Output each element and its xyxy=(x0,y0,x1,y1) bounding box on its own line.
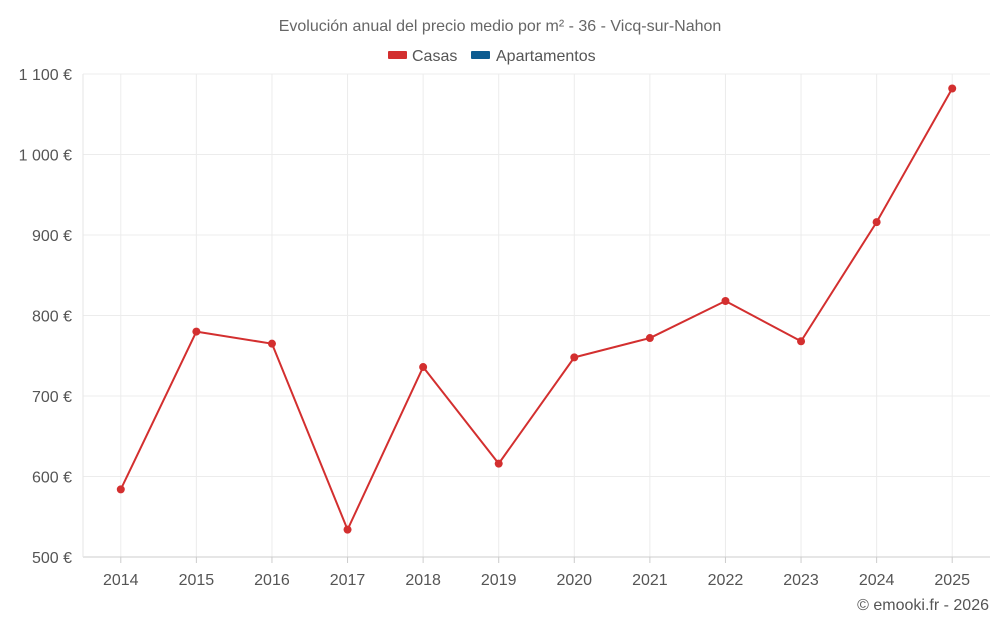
data-point-casas-2019 xyxy=(494,459,503,468)
legend: Casas Apartamentos xyxy=(388,48,596,65)
x-tick-label-2021: 2021 xyxy=(632,572,668,589)
legend-swatch-casas xyxy=(388,51,407,59)
y-tick-label-600: 600 € xyxy=(32,470,72,487)
x-tick-label-2018: 2018 xyxy=(405,572,441,589)
data-point-casas-2025 xyxy=(948,84,957,93)
axes: 500 € 600 € 700 € 800 € 900 € 1 000 € 1 100 € 2… xyxy=(19,67,990,589)
data-point-casas-2021 xyxy=(645,334,654,343)
x-tick-label-2024: 2024 xyxy=(859,572,895,589)
y-tick-label-700: 700 € xyxy=(32,389,72,406)
x-tick-label-2019: 2019 xyxy=(481,572,517,589)
x-tick-label-2014: 2014 xyxy=(103,572,139,589)
data-point-casas-2022 xyxy=(721,297,730,306)
legend-item-apartamentos[interactable]: Apartamentos xyxy=(471,48,596,65)
legend-label-casas: Casas xyxy=(412,48,457,65)
y-tick-label-500: 500 € xyxy=(32,550,72,567)
x-tick-label-2023: 2023 xyxy=(783,572,819,589)
legend-item-casas[interactable]: Casas xyxy=(388,48,457,65)
x-tick-label-2025: 2025 xyxy=(934,572,970,589)
data-point-casas-2018 xyxy=(419,363,428,372)
data-point-casas-2020 xyxy=(570,353,579,362)
data-point-casas-2023 xyxy=(797,337,806,346)
legend-swatch-apartamentos xyxy=(471,51,490,59)
x-tick-label-2017: 2017 xyxy=(330,572,366,589)
chart-title: Evolución anual del precio medio por m² … xyxy=(279,18,722,35)
y-tick-label-1100: 1 100 € xyxy=(19,67,72,84)
y-tick-label-1000: 1 000 € xyxy=(19,148,72,165)
legend-label-apartamentos: Apartamentos xyxy=(496,48,596,65)
data-point-casas-2015 xyxy=(192,327,201,336)
y-tick-label-800: 800 € xyxy=(32,309,72,326)
y-tick-label-900: 900 € xyxy=(32,228,72,245)
data-point-casas-2024 xyxy=(872,218,881,227)
grid xyxy=(83,73,990,557)
credit-text: © emooki.fr - 2026 xyxy=(857,597,989,614)
x-tick-label-2022: 2022 xyxy=(708,572,744,589)
data-point-casas-2014 xyxy=(116,485,125,494)
data-point-casas-2017 xyxy=(343,525,352,534)
series-line-casas xyxy=(119,87,954,531)
x-tick-label-2020: 2020 xyxy=(556,572,592,589)
x-tick-label-2015: 2015 xyxy=(179,572,215,589)
x-tick-label-2016: 2016 xyxy=(254,572,290,589)
series-layer xyxy=(116,84,957,534)
data-point-casas-2016 xyxy=(267,339,276,348)
